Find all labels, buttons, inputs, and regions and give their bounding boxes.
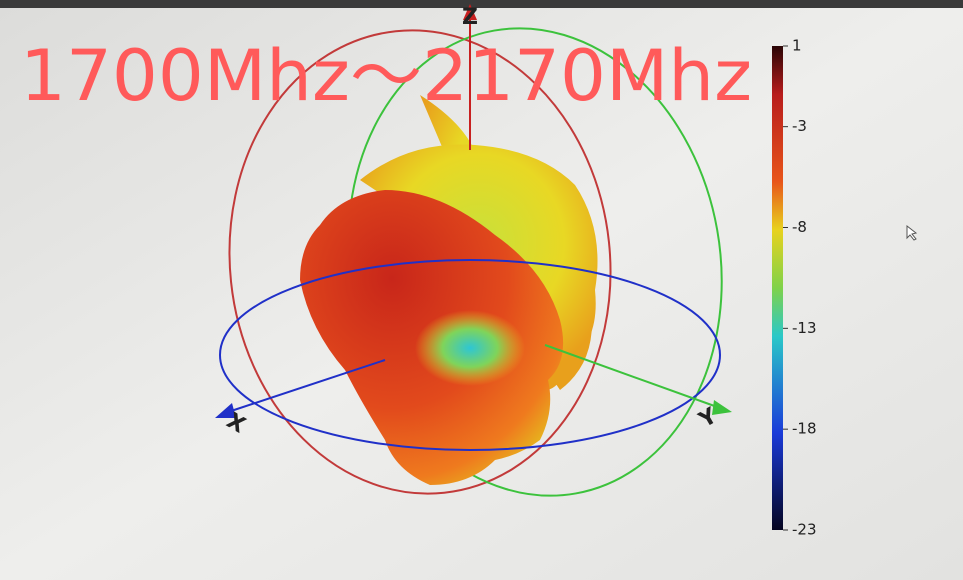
x-axis: [227, 359, 386, 413]
y-axis: [544, 344, 721, 409]
y-arrow: [712, 400, 732, 415]
z-arrow: [463, 4, 477, 20]
pattern-null: [415, 310, 525, 386]
colorbar-tick-label: -18: [792, 420, 817, 438]
colorbar-tick-label: -8: [792, 218, 807, 236]
pattern-plot: [215, 4, 732, 497]
azimuth-circle: [219, 259, 721, 451]
mouse-cursor: [906, 224, 918, 241]
z-label: Z: [462, 5, 478, 30]
colorbar: [772, 46, 783, 530]
colorbar-tick-label: -3: [792, 117, 807, 135]
colorbar-tick-label: -23: [792, 521, 817, 539]
colorbar-ticks: 1 -3 -8 -13 -18 -23: [783, 37, 817, 539]
title: 1700Mhz～2170Mhz: [20, 35, 752, 117]
colorbar-tick-label: -13: [792, 319, 817, 337]
x-arrow: [215, 403, 236, 418]
screen-edge: [0, 0, 963, 8]
elevation-circle: [228, 29, 612, 495]
colorbar-tick-label: 1: [792, 37, 802, 55]
